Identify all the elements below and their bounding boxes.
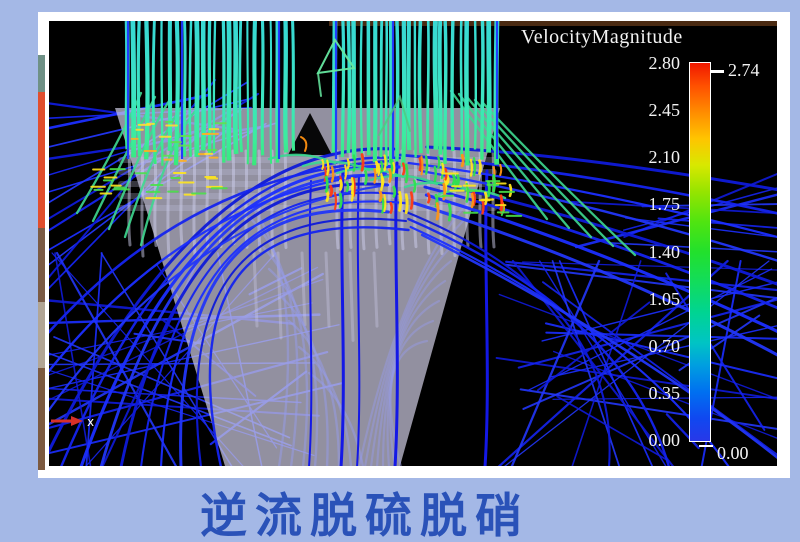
colorbar-tick-label: 1.05 (648, 288, 681, 309)
colorbar-tick-label: 0.00 (648, 430, 681, 450)
window-edge-artifact (38, 55, 45, 92)
caption-text: 逆流脱硫脱硝 (200, 489, 530, 542)
colorbar-min-tick (699, 445, 713, 447)
cfd-plot-area: x VelocityMagnitude 2.80 2.45 2.10 1.75 1.40… (49, 21, 777, 466)
colorbar-max-annotation: 2.74 (728, 60, 760, 80)
window-edge-artifact (38, 368, 45, 470)
streamline-scene: x (49, 21, 777, 466)
colorbar-tick-label: 1.75 (648, 194, 681, 215)
window-edge-artifact (38, 302, 45, 368)
colorbar (689, 62, 711, 442)
colorbar-tick-label: 2.80 (648, 53, 681, 73)
axis-x-label: x (87, 415, 94, 429)
window-edge-artifact (38, 92, 45, 228)
colorbar-tick-label: 1.40 (648, 241, 681, 262)
colorbar-max-tick (711, 70, 724, 73)
colorbar-title: VelocityMagnitude (521, 26, 683, 48)
cfd-image-frame: x VelocityMagnitude 2.80 2.45 2.10 1.75 1.40… (38, 12, 790, 478)
colorbar-tick-label: 0.70 (648, 335, 681, 356)
colorbar-min-annotation: 0.00 (717, 443, 749, 463)
colorbar-tick-label: 2.45 (648, 100, 681, 121)
colorbar-tick-label: 0.35 (648, 382, 681, 403)
colorbar-tick-label: 2.10 (648, 147, 681, 168)
window-edge-artifact (38, 228, 45, 302)
